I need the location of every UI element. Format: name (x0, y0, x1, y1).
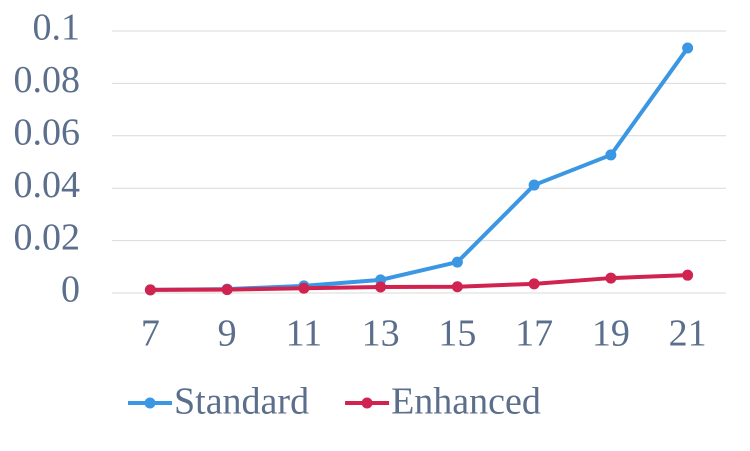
point (375, 281, 387, 293)
legend-label: Enhanced (391, 381, 541, 423)
point (221, 284, 233, 296)
point (451, 281, 463, 293)
x-tick-label: 9 (218, 313, 237, 355)
x-tick-label: 21 (669, 313, 707, 355)
x-tick-label: 15 (438, 313, 476, 355)
legend-marker (144, 397, 156, 409)
y-tick-label: 0.02 (14, 216, 81, 258)
y-tick-label: 0.08 (14, 59, 81, 101)
point (528, 278, 540, 290)
point (451, 256, 463, 268)
series-line (150, 273, 688, 292)
x-tick-label: 17 (515, 313, 553, 355)
point (682, 42, 694, 54)
x-tick-label: 19 (592, 313, 630, 355)
point (605, 272, 617, 284)
x-tick-label: 13 (362, 313, 400, 355)
x-tick-label: 7 (141, 313, 160, 355)
point (144, 284, 156, 296)
y-tick-label: 0.04 (14, 164, 81, 206)
series-line (150, 46, 690, 292)
point (528, 179, 540, 191)
point (605, 149, 617, 161)
point (298, 282, 310, 294)
y-tick-label: 0.1 (33, 7, 81, 49)
y-tick-label: 0.06 (14, 112, 81, 154)
x-tick-label: 11 (286, 313, 323, 355)
point (682, 269, 694, 281)
legend-label: Standard (174, 381, 309, 423)
legend-marker (361, 397, 373, 409)
y-tick-label: 0 (61, 269, 80, 311)
